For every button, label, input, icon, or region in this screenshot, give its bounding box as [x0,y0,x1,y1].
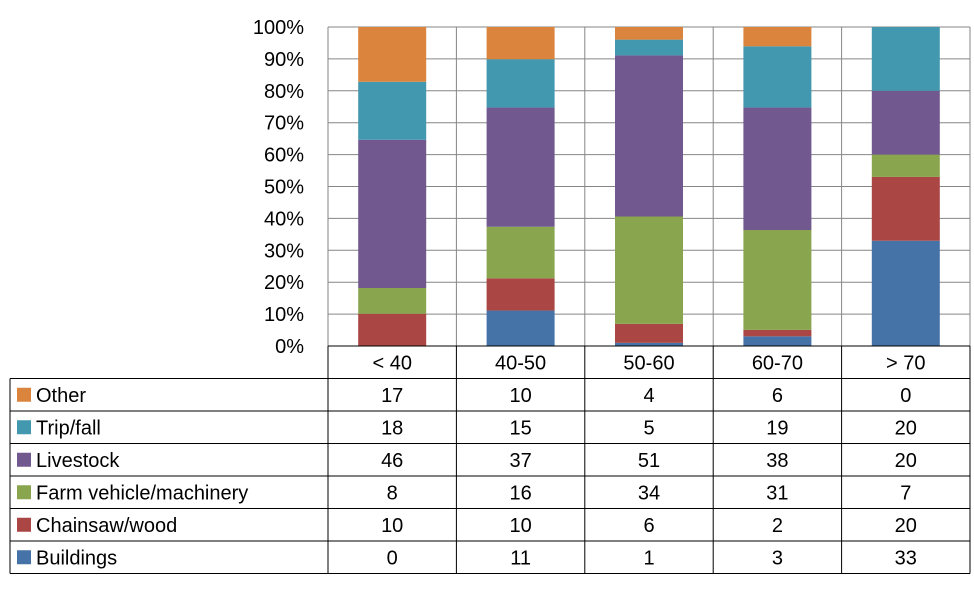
y-tick-label: 80% [264,81,304,103]
table-cell: 20 [895,450,917,472]
y-tick-label: 100% [253,17,304,39]
table-cell: 10 [509,515,531,537]
y-tick-label: 20% [264,272,304,294]
table-cell: 20 [895,417,917,439]
table-cell: 2 [772,515,783,537]
table-cell: 11 [510,547,531,569]
bar-segment-livestock [615,55,683,217]
bar-segment-trip-fall [486,59,555,108]
table-cell: 17 [381,385,403,407]
table-cell: 38 [766,450,788,472]
table-cell: 5 [643,417,654,439]
table-cell: 0 [900,385,911,407]
table-cell: 1 [643,547,654,569]
legend-key-trip-fall [17,420,31,435]
table-cell: 33 [895,547,917,569]
y-tick-label: 40% [264,208,304,230]
bar-segment-other [615,27,683,40]
bar-segment-farm-vehicle-machinery [871,154,940,177]
y-tick-label: 60% [264,145,304,167]
x-category-label: 60-70 [752,352,803,374]
table-cell: 18 [381,417,403,439]
bar-segment-buildings [486,310,555,346]
legend-label: Chainsaw/wood [36,515,177,537]
y-tick-label: 30% [264,240,304,262]
bar-segment-chainsaw-wood [871,176,940,241]
y-axis: 0% 10% 20% 30% 40% 50% 60% 70% 80% 90% 100% [253,17,304,358]
y-tick-label: 50% [264,177,304,199]
table-cell: 46 [381,450,403,472]
table-cell: 6 [643,515,654,537]
bar-segment-farm-vehicle-machinery [615,216,683,324]
table-cell: 31 [766,482,788,504]
legend-label: Farm vehicle/machinery [36,482,248,504]
x-category-label: < 40 [372,352,411,374]
table-cell: 16 [509,482,531,504]
legend-label: Buildings [36,547,117,569]
bar-segment-livestock [358,139,427,288]
bar-segment-chainsaw-wood [358,313,427,346]
bar-segment-farm-vehicle-machinery [358,288,427,314]
table-cell: 19 [766,417,788,439]
table-cell: 34 [638,482,660,504]
bar-segment-farm-vehicle-machinery [486,226,555,279]
x-category-label: > 70 [886,352,925,374]
bar-segment-trip-fall [358,81,427,140]
table-cell: 7 [900,482,911,504]
table-cell: 10 [509,385,531,407]
bar-segment-trip-fall [743,46,812,108]
bar-segment-trip-fall [871,27,940,91]
table-cell: 20 [895,515,917,537]
table-cell: 51 [638,450,660,472]
bar-segment-farm-vehicle-machinery [743,230,812,330]
legend-label: Trip/fall [36,417,101,439]
legend-key-other [17,387,31,402]
legend-label: Livestock [36,450,120,472]
table-cell: 0 [387,547,398,569]
bar-segment-trip-fall [615,39,683,56]
x-category-label: 50-60 [623,352,674,374]
table-cell: 37 [509,450,531,472]
table-cell: 15 [509,417,531,439]
legend-key-farm-vehicle-machinery [17,485,31,500]
bar-segment-buildings [871,240,940,346]
table-cell: 4 [643,385,654,407]
legend-label: Other [36,385,86,407]
bars [358,27,940,346]
bar-segment-chainsaw-wood [743,329,812,337]
bar-segment-buildings [615,342,683,346]
legend-key-chainsaw-wood [17,517,31,532]
bar-segment-other [358,27,427,82]
y-tick-label: 0% [275,336,304,358]
table-cell: 10 [381,515,403,537]
table-cell: 3 [772,547,783,569]
legend-key-buildings [17,550,31,565]
y-tick-label: 90% [264,49,304,71]
bar-segment-other [743,27,812,47]
bar-segment-livestock [871,90,940,155]
table-cell: 6 [772,385,783,407]
table-cell: 8 [387,482,398,504]
y-tick-label: 70% [264,113,304,135]
bar-segment-livestock [743,107,812,230]
bar-segment-chainsaw-wood [615,323,683,343]
x-category-label: 40-50 [495,352,546,374]
bar-segment-other [486,27,555,60]
y-tick-label: 10% [264,304,304,326]
bar-segment-buildings [743,336,812,346]
bar-segment-chainsaw-wood [486,278,555,311]
legend-key-livestock [17,452,31,467]
bar-segment-livestock [486,107,555,227]
